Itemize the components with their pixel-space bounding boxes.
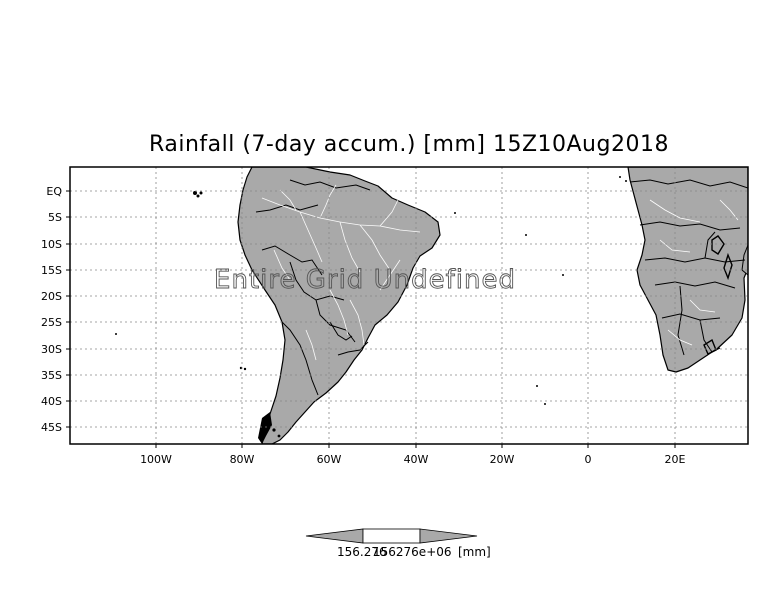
x-tick-label: 0 (585, 453, 592, 466)
colorbar-units: [mm] (458, 545, 491, 559)
map-frame (69, 166, 749, 445)
colorbar-left-triangle (305, 528, 364, 544)
y-tick-label: 10S (41, 238, 62, 251)
y-tick-label: 35S (41, 369, 62, 382)
y-tick-label: 30S (41, 343, 62, 356)
x-tick-label: 40W (404, 453, 429, 466)
africa-lakes (703, 235, 733, 355)
tick-marks (66, 190, 676, 448)
colorbar-right-triangle (419, 528, 478, 544)
islands (115, 176, 627, 405)
x-tick-label: 20E (665, 453, 686, 466)
x-tick-label: 80W (230, 453, 255, 466)
y-tick-label: 45S (41, 421, 62, 434)
africa-rivers (649, 199, 739, 346)
map-title: Rainfall (7-day accum.) [mm] 15Z10Aug201… (149, 132, 669, 157)
south-america-landmass (237, 167, 441, 444)
colorbar-label-center: 156276e+06 (373, 545, 452, 559)
colorbar-center-box (362, 528, 421, 544)
y-tick-label: 25S (41, 316, 62, 329)
y-tick-label: 20S (41, 290, 62, 303)
x-tick-label: 60W (317, 453, 342, 466)
chile-archipelago (258, 412, 281, 444)
y-tick-label: 5S (48, 211, 62, 224)
rivers (261, 184, 421, 361)
x-tick-label: 20W (490, 453, 515, 466)
colorbar-label-left: 156.276 (337, 545, 387, 559)
africa-borders (629, 179, 748, 356)
y-tick-label: 15S (41, 264, 62, 277)
colorbar (305, 528, 478, 544)
x-tick-label: 100W (140, 453, 172, 466)
undefined-grid-message: Entire Grid Undefined (214, 265, 516, 295)
y-tick-label: 40S (41, 395, 62, 408)
gridlines (70, 167, 748, 444)
y-tick-label: EQ (46, 185, 62, 198)
